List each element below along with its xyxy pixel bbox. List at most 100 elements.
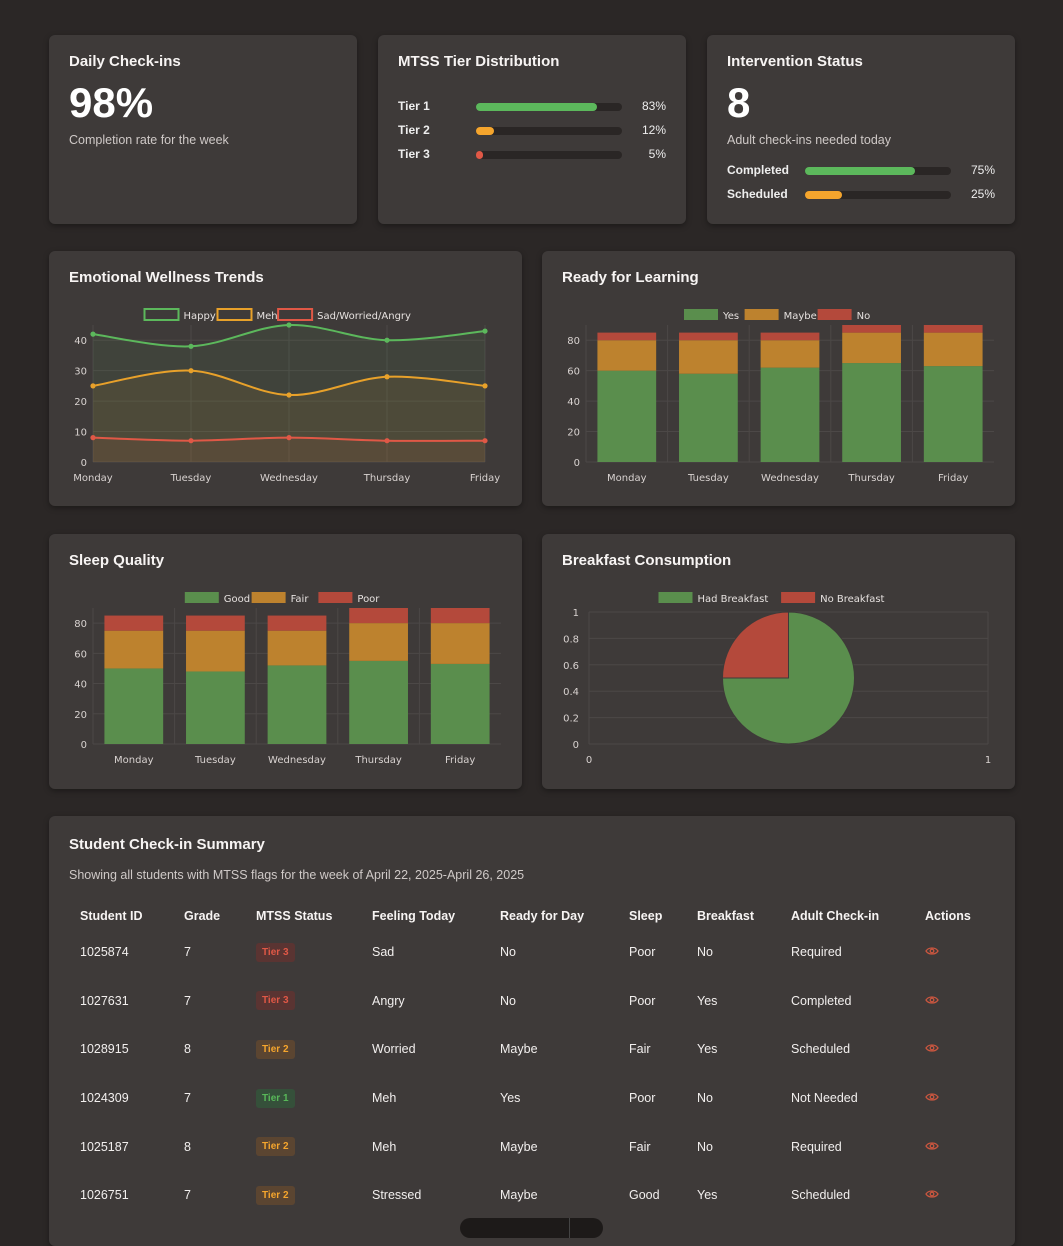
bar-good-wednesday[interactable] bbox=[267, 665, 327, 744]
data-point[interactable] bbox=[286, 322, 292, 328]
data-point[interactable] bbox=[384, 374, 390, 380]
table-row[interactable]: 1028915 8 Tier 2 Worried Maybe Fair Yes Schedul… bbox=[80, 1025, 971, 1074]
bar-no-wednesday[interactable] bbox=[760, 332, 820, 341]
legend-item[interactable]: Had Breakfast bbox=[658, 592, 769, 605]
progress-percent: 12% bbox=[641, 123, 666, 137]
eye-icon[interactable] bbox=[925, 994, 939, 1008]
legend-label: Yes bbox=[722, 311, 739, 322]
bar-fair-thursday[interactable] bbox=[349, 623, 408, 661]
bar-yes-thursday[interactable] bbox=[842, 363, 901, 462]
bar-yes-friday[interactable] bbox=[923, 366, 983, 462]
data-point[interactable] bbox=[482, 438, 488, 444]
bar-maybe-tuesday[interactable] bbox=[679, 340, 738, 374]
legend-item[interactable]: No Breakfast bbox=[781, 592, 885, 605]
floating-toolbar[interactable] bbox=[460, 1218, 603, 1238]
eye-icon[interactable] bbox=[925, 945, 939, 959]
data-point[interactable] bbox=[90, 331, 96, 337]
column-header[interactable]: Sleep bbox=[629, 909, 663, 923]
bar-poor-thursday[interactable] bbox=[349, 608, 408, 624]
bar-maybe-thursday[interactable] bbox=[842, 332, 901, 364]
bar-poor-wednesday[interactable] bbox=[267, 615, 327, 631]
eye-icon[interactable] bbox=[925, 1042, 939, 1056]
table-row[interactable]: 1025874 7 Tier 3 Sad No Poor No Required bbox=[80, 928, 971, 977]
eye-icon[interactable] bbox=[925, 1140, 939, 1154]
data-point[interactable] bbox=[384, 337, 390, 343]
table-row[interactable]: 1025187 8 Tier 2 Meh Maybe Fair No Required bbox=[80, 1122, 971, 1171]
bar-maybe-friday[interactable] bbox=[923, 332, 983, 367]
progress-row-tier-3: Tier 3 5% bbox=[398, 147, 666, 163]
data-point[interactable] bbox=[188, 343, 194, 349]
bar-no-thursday[interactable] bbox=[842, 325, 901, 333]
legend-item[interactable]: Poor bbox=[318, 592, 380, 605]
sleep-quality-card: Sleep Quality Good Fair Poor 0 20 40 60 80 Monda… bbox=[49, 534, 522, 789]
pie-slice-no-breakfast[interactable] bbox=[721, 611, 789, 679]
data-point[interactable] bbox=[482, 383, 488, 389]
legend-item[interactable]: Sad/Worried/Angry bbox=[277, 308, 411, 322]
bar-fair-monday[interactable] bbox=[104, 630, 164, 669]
grade-cell: 8 bbox=[184, 1139, 191, 1154]
legend-label: No Breakfast bbox=[820, 594, 884, 605]
bar-poor-monday[interactable] bbox=[104, 615, 164, 631]
bar-poor-friday[interactable] bbox=[430, 608, 490, 624]
data-point[interactable] bbox=[188, 368, 194, 374]
column-header[interactable]: Grade bbox=[184, 909, 221, 923]
legend-item[interactable]: Meh bbox=[216, 308, 278, 322]
bar-good-thursday[interactable] bbox=[349, 660, 408, 744]
legend-item[interactable]: Happy bbox=[143, 308, 216, 322]
bar-yes-tuesday[interactable] bbox=[679, 373, 738, 462]
bar-fair-tuesday[interactable] bbox=[186, 630, 245, 672]
progress-track bbox=[476, 151, 622, 159]
column-header[interactable]: Feeling Today bbox=[372, 909, 456, 923]
bar-yes-wednesday[interactable] bbox=[760, 367, 820, 462]
data-point[interactable] bbox=[188, 438, 194, 444]
data-point[interactable] bbox=[90, 435, 96, 441]
data-point[interactable] bbox=[384, 438, 390, 444]
column-header[interactable]: MTSS Status bbox=[256, 909, 333, 923]
bar-good-friday[interactable] bbox=[430, 663, 490, 744]
legend-item[interactable]: Good bbox=[184, 592, 250, 605]
breakfast-cell: Yes bbox=[697, 993, 718, 1008]
data-point[interactable] bbox=[286, 392, 292, 398]
column-header[interactable]: Breakfast bbox=[697, 909, 754, 923]
progress-label: Tier 1 bbox=[398, 99, 430, 113]
bar-fair-friday[interactable] bbox=[430, 623, 490, 664]
table-row[interactable]: 1027631 7 Tier 3 Angry No Poor Yes Completed bbox=[80, 977, 971, 1026]
bar-no-tuesday[interactable] bbox=[679, 332, 738, 341]
x-tick-label: Monday bbox=[607, 473, 647, 484]
bar-good-tuesday[interactable] bbox=[186, 671, 245, 744]
bar-yes-monday[interactable] bbox=[597, 370, 657, 462]
column-header[interactable]: Ready for Day bbox=[500, 909, 585, 923]
x-tick-label: Thursday bbox=[354, 755, 402, 766]
ready-cell: Maybe bbox=[500, 1188, 538, 1203]
feeling-cell: Worried bbox=[372, 1042, 416, 1057]
pie-slice-had-breakfast[interactable] bbox=[721, 611, 855, 745]
mtss-status-cell: Tier 3 bbox=[256, 977, 372, 1026]
column-header[interactable]: Actions bbox=[925, 909, 971, 923]
data-point[interactable] bbox=[90, 383, 96, 389]
data-point[interactable] bbox=[482, 328, 488, 334]
data-point[interactable] bbox=[286, 435, 292, 441]
bar-maybe-monday[interactable] bbox=[597, 340, 657, 371]
column-header[interactable]: Student ID bbox=[80, 909, 143, 923]
bar-fair-wednesday[interactable] bbox=[267, 630, 327, 666]
bar-no-monday[interactable] bbox=[597, 332, 657, 341]
eye-icon[interactable] bbox=[925, 1091, 939, 1105]
actions-cell bbox=[925, 1074, 971, 1123]
column-header[interactable]: Adult Check-in bbox=[791, 909, 880, 923]
eye-icon[interactable] bbox=[925, 1188, 939, 1202]
bar-no-friday[interactable] bbox=[923, 325, 983, 333]
bar-maybe-wednesday[interactable] bbox=[760, 340, 820, 368]
bar-poor-tuesday[interactable] bbox=[186, 615, 245, 631]
table-row[interactable]: 1026751 7 Tier 2 Stressed Maybe Good Yes Schedu… bbox=[80, 1171, 971, 1220]
sleep-cell: Poor bbox=[629, 1091, 656, 1106]
y-tick-label: 30 bbox=[74, 367, 87, 378]
x-tick-label: Friday bbox=[445, 755, 475, 766]
grade-cell: 7 bbox=[184, 1091, 191, 1106]
legend-item[interactable]: Fair bbox=[251, 592, 310, 605]
legend-item[interactable]: Maybe bbox=[744, 309, 817, 322]
bar-good-monday[interactable] bbox=[104, 668, 164, 744]
legend-item[interactable]: Yes bbox=[684, 309, 739, 322]
legend-item[interactable]: No bbox=[817, 309, 871, 322]
table-row[interactable]: 1024309 7 Tier 1 Meh Yes Poor No Not Needed bbox=[80, 1074, 971, 1123]
progress-fill bbox=[805, 191, 842, 199]
